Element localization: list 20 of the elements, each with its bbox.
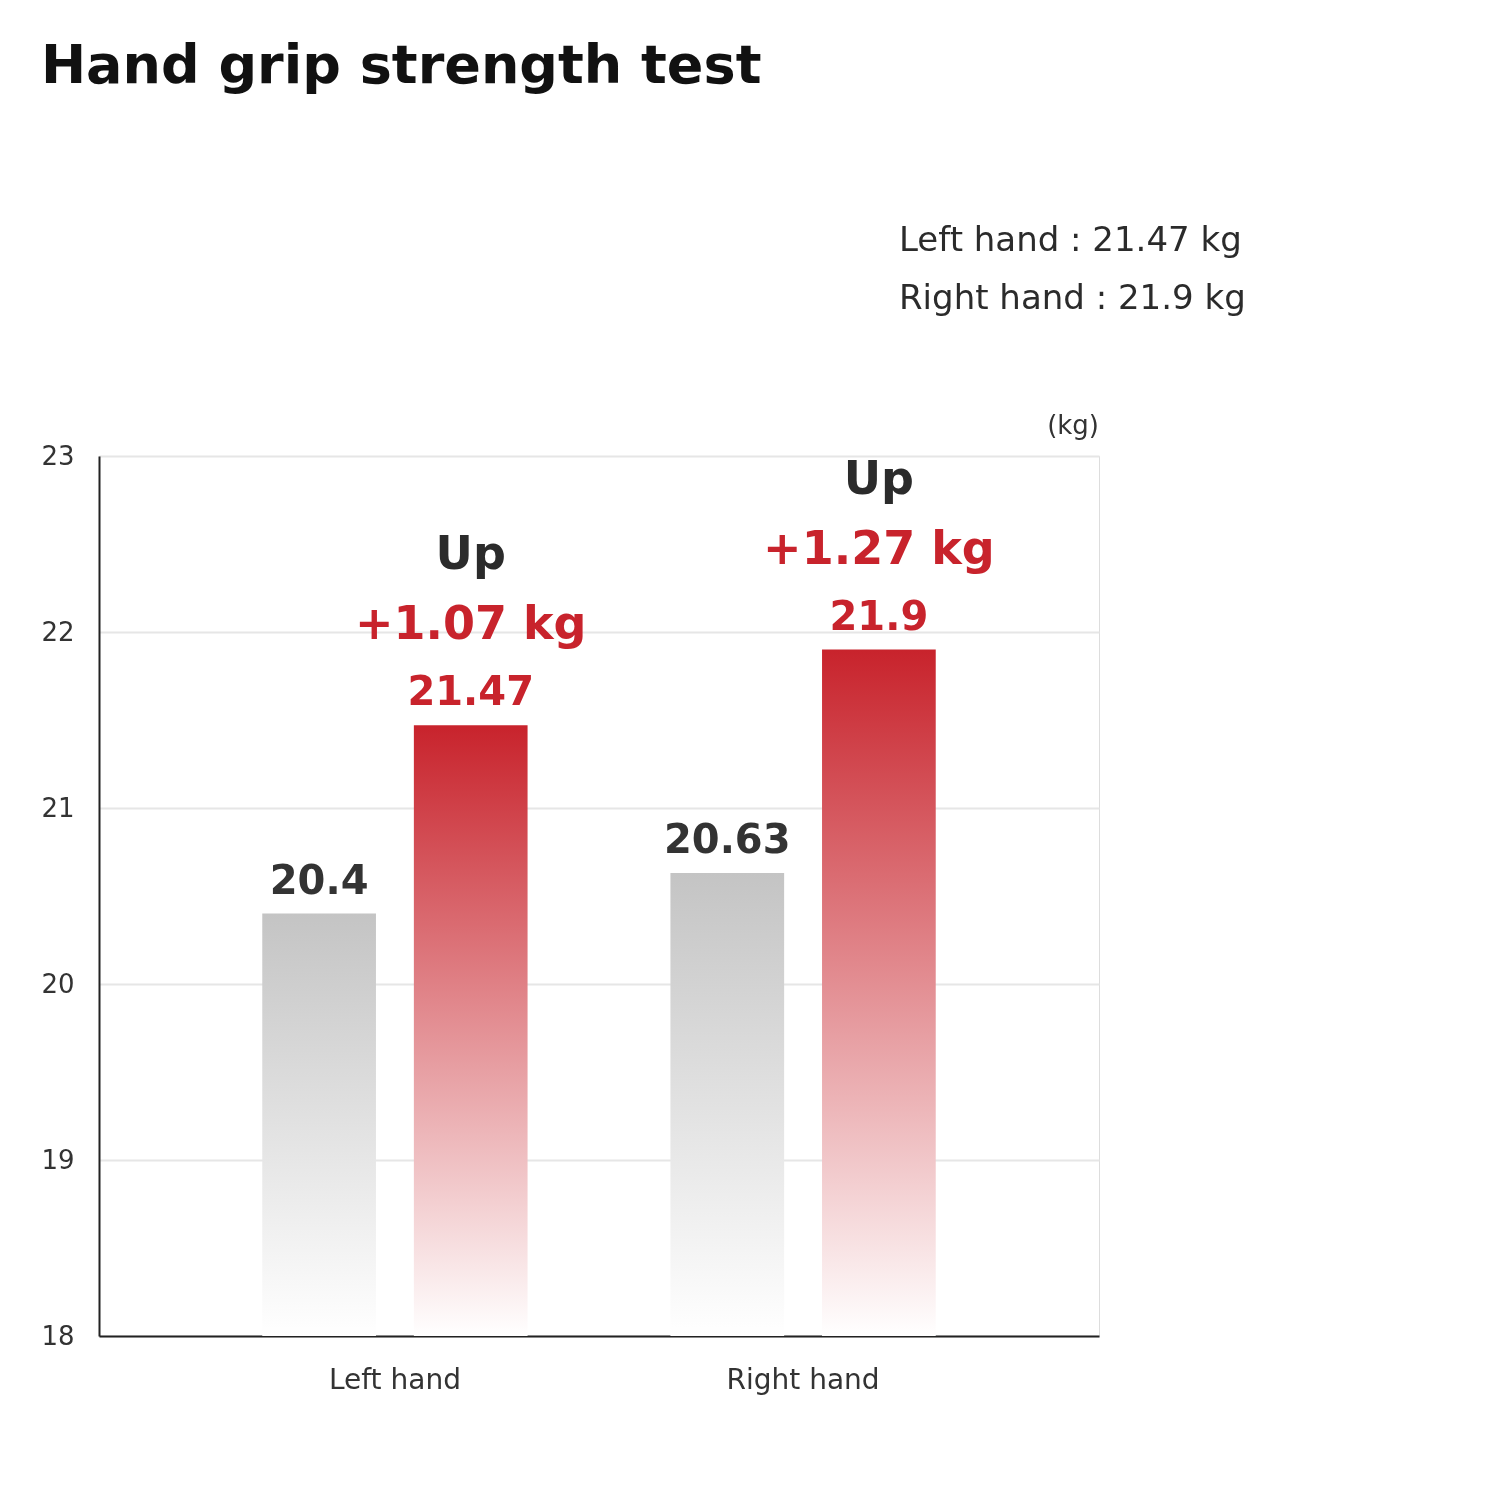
y-tick-label: 19: [41, 1144, 75, 1175]
y-tick-label: 22: [41, 616, 75, 647]
data-label: 20.63: [664, 816, 791, 863]
y-tick-label: 18: [41, 1320, 75, 1351]
y-axis-title: (kg): [1047, 410, 1099, 440]
chart-title: Hand grip strength test: [40, 33, 762, 96]
annotation: Up: [843, 450, 915, 505]
y-tick-label: 21: [41, 792, 75, 823]
annotation: Up: [435, 526, 506, 581]
y-tick-label: 20: [41, 968, 75, 999]
text: Right hand : 21.9 kg: [899, 277, 1246, 317]
data-label: 21.9: [829, 592, 929, 639]
text: Left hand : 21.47 kg: [899, 219, 1242, 259]
annotation: +1.07 kg: [354, 596, 587, 651]
annotation: +1.27 kg: [763, 520, 995, 575]
y-tick-label: 23: [41, 440, 75, 471]
x-tick-label: Left hand: [328, 1362, 461, 1396]
x-tick-label: Right hand: [726, 1362, 880, 1396]
data-label: 21.47: [407, 668, 534, 715]
data-label: 20.4: [269, 856, 369, 903]
